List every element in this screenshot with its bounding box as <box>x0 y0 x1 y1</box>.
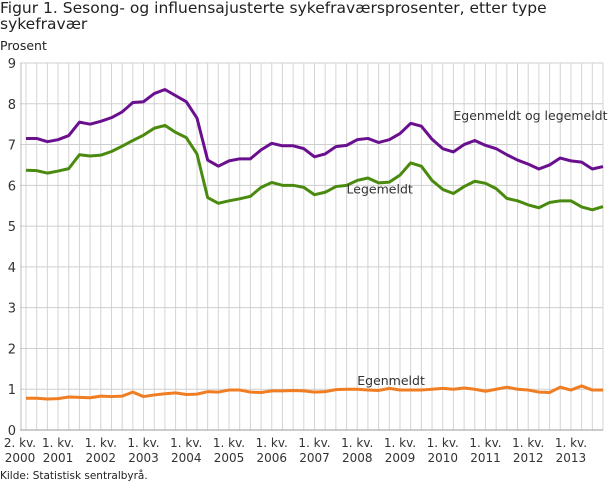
x-tick-label: 1. kv. <box>298 436 330 450</box>
x-tick-label: 2009 <box>385 451 416 465</box>
x-tick-label: 1. kv. <box>384 436 416 450</box>
y-tick-label: 9 <box>8 57 16 72</box>
x-tick-label: 1. kv. <box>213 436 245 450</box>
series-label: Egenmeldt og legemeldt <box>453 108 607 123</box>
y-tick-label: 0 <box>8 424 16 439</box>
x-tick-label: 1. kv. <box>170 436 202 450</box>
y-axis-label: Prosent <box>0 38 47 53</box>
series-line-legemeldt <box>25 123 604 212</box>
y-tick-label: 6 <box>8 179 16 194</box>
x-tick-label: 1. kv. <box>427 436 459 450</box>
y-tick-label: 5 <box>8 220 16 235</box>
x-tick-label: 2010 <box>427 451 458 465</box>
source-note: Kilde: Statistisk sentralbyrå. <box>0 470 148 482</box>
series-line-egenmeldt-og-legemeldt <box>26 88 604 171</box>
x-tick-label: 2004 <box>171 451 202 465</box>
y-tick-label: 4 <box>8 261 16 276</box>
y-tick-label: 3 <box>8 302 16 317</box>
x-tick-label: 1. kv. <box>127 436 159 450</box>
x-tick-label: 1. kv. <box>555 436 587 450</box>
x-tick-label: 1. kv. <box>256 436 288 450</box>
y-tick-label: 8 <box>8 98 16 113</box>
x-tick-label: 1. kv. <box>512 436 544 450</box>
x-tick-label: 2013 <box>556 451 587 465</box>
x-tick-label: 1. kv. <box>469 436 501 450</box>
x-tick-label: 2007 <box>299 451 330 465</box>
x-tick-label: 1. kv. <box>341 436 373 450</box>
x-tick-label: 2005 <box>214 451 245 465</box>
x-tick-label: 2002 <box>86 451 117 465</box>
x-tick-label: 1. kv. <box>85 436 117 450</box>
x-tick-label: 2003 <box>128 451 159 465</box>
x-tick-label: 2008 <box>342 451 373 465</box>
series-line-egenmeldt <box>26 384 603 401</box>
series-label: Egenmeldt <box>357 373 425 388</box>
y-tick-label: 7 <box>8 139 16 154</box>
y-tick-label: 1 <box>8 383 16 398</box>
series-label: Legemeldt <box>347 181 413 196</box>
x-tick-label: 2001 <box>43 451 74 465</box>
x-tick-label: 2006 <box>256 451 287 465</box>
x-tick-label: 2012 <box>513 451 544 465</box>
x-tick-label: 1. kv. <box>42 436 74 450</box>
x-tick-label: 2. kv. <box>4 436 36 450</box>
y-tick-label: 2 <box>8 342 16 357</box>
chart-title: Figur 1. Sesong- og influensajusterte sy… <box>0 0 547 33</box>
x-tick-label: 2011 <box>470 451 501 465</box>
x-tick-label: 2000 <box>5 451 36 465</box>
